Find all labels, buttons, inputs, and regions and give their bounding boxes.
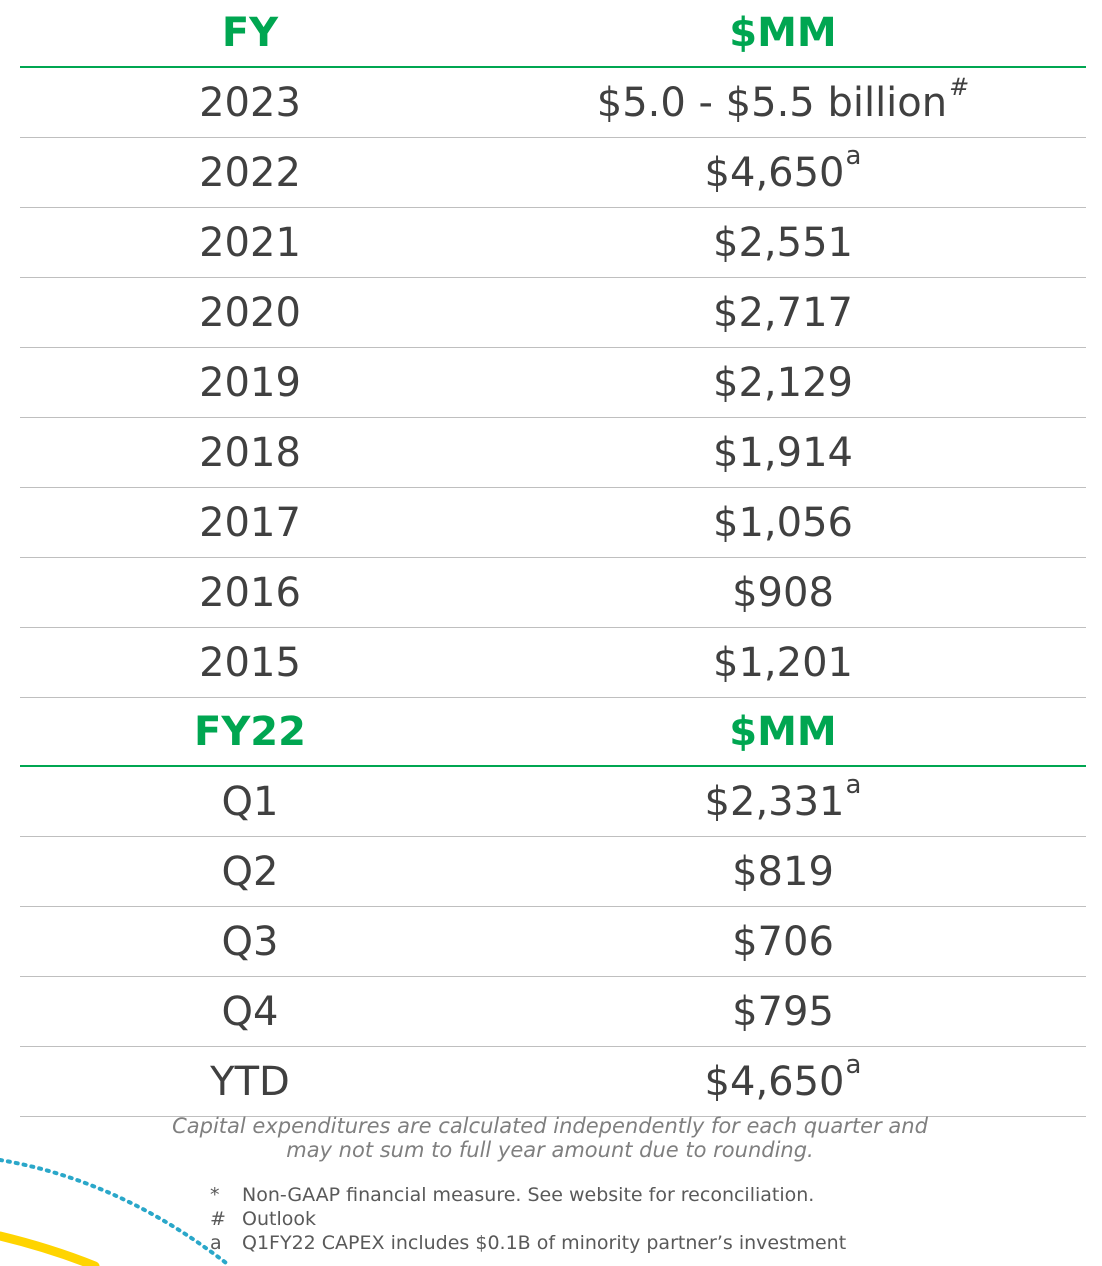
period-cell: Q2 bbox=[221, 848, 279, 895]
value-cell: $1,201 bbox=[713, 639, 853, 686]
value-cell: $1,914 bbox=[713, 429, 853, 476]
yellow-arc bbox=[0, 1231, 100, 1266]
rounding-note-line: Capital expenditures are calculated inde… bbox=[172, 1114, 928, 1138]
period-cell: Q3 bbox=[221, 918, 279, 965]
value-text: $5.0 - $5.5 billion bbox=[596, 79, 948, 126]
value-text: $4,650 bbox=[704, 149, 845, 196]
value-cell: $2,331a bbox=[480, 772, 1086, 825]
decorative-swoosh bbox=[0, 1158, 232, 1266]
year-cell: 2021 bbox=[199, 219, 301, 266]
table-row: 2018 $1,914 bbox=[20, 418, 1086, 488]
table-row: 2019 $2,129 bbox=[20, 348, 1086, 418]
mm-column-header: $MM bbox=[729, 708, 837, 755]
year-cell: 2020 bbox=[199, 289, 301, 336]
footnote-symbol: * bbox=[210, 1184, 220, 1206]
value-cell: $2,129 bbox=[713, 359, 853, 406]
footnotes: * Non-GAAP financial measure. See websit… bbox=[210, 1183, 846, 1255]
table-row: 2015 $1,201 bbox=[20, 628, 1086, 698]
year-cell: 2019 bbox=[199, 359, 301, 406]
footnote-item: a Q1FY22 CAPEX includes $0.1B of minorit… bbox=[210, 1231, 846, 1255]
value-cell: $795 bbox=[732, 988, 834, 1035]
value-cell: $2,717 bbox=[713, 289, 853, 336]
table-row: 2023 $5.0 - $5.5 billion# bbox=[20, 68, 1086, 138]
table-row: 2016 $908 bbox=[20, 558, 1086, 628]
table-row: Q2 $819 bbox=[20, 837, 1086, 907]
rounding-note-line: may not sum to full year amount due to r… bbox=[286, 1138, 814, 1162]
mm-column-header: $MM bbox=[729, 10, 837, 56]
fy22-column-header: FY22 bbox=[194, 708, 306, 755]
value-cell: $2,551 bbox=[713, 219, 853, 266]
capex-table: FY $MM 2023 $5.0 - $5.5 billion# 2022 $4… bbox=[20, 0, 1086, 1117]
dotted-arc bbox=[0, 1158, 232, 1266]
rounding-note: Capital expenditures are calculated inde… bbox=[150, 1114, 950, 1162]
period-cell: YTD bbox=[210, 1058, 290, 1105]
footnote-text: Q1FY22 CAPEX includes $0.1B of minority … bbox=[242, 1232, 847, 1254]
fy22-header-row: FY22 $MM bbox=[20, 698, 1086, 767]
year-cell: 2017 bbox=[199, 499, 301, 546]
year-cell: 2016 bbox=[199, 569, 301, 616]
period-cell: Q4 bbox=[221, 988, 279, 1035]
footnote-text: Non-GAAP financial measure. See website … bbox=[242, 1184, 815, 1206]
value-text: $2,331 bbox=[704, 778, 845, 825]
table-row: 2017 $1,056 bbox=[20, 488, 1086, 558]
value-cell: $819 bbox=[732, 848, 834, 895]
value-cell: $5.0 - $5.5 billion# bbox=[480, 75, 1086, 126]
year-cell: 2015 bbox=[199, 639, 301, 686]
footnote-text: Outlook bbox=[242, 1208, 316, 1230]
footnote-symbol: a bbox=[210, 1232, 222, 1254]
fy-column-header: FY bbox=[221, 10, 279, 56]
footnote-item: # Outlook bbox=[210, 1207, 846, 1231]
value-text: $4,650 bbox=[704, 1058, 845, 1105]
year-cell: 2018 bbox=[199, 429, 301, 476]
footnote-mark: a bbox=[845, 140, 862, 171]
value-cell: $706 bbox=[732, 918, 834, 965]
table-row: Q3 $706 bbox=[20, 907, 1086, 977]
footnote-symbol: # bbox=[210, 1208, 226, 1230]
table-row: 2020 $2,717 bbox=[20, 278, 1086, 348]
year-cell: 2022 bbox=[199, 149, 301, 196]
footnote-mark: a bbox=[845, 769, 862, 800]
table-row: 2022 $4,650a bbox=[20, 138, 1086, 208]
table-row: Q4 $795 bbox=[20, 977, 1086, 1047]
fy-header-row: FY $MM bbox=[20, 0, 1086, 68]
footnote-mark: # bbox=[949, 72, 970, 101]
value-cell: $4,650a bbox=[480, 143, 1086, 196]
period-cell: Q1 bbox=[221, 778, 279, 825]
value-cell: $908 bbox=[732, 569, 834, 616]
table-row: Q1 $2,331a bbox=[20, 767, 1086, 837]
table-row: YTD $4,650a bbox=[20, 1047, 1086, 1117]
table-row: 2021 $2,551 bbox=[20, 208, 1086, 278]
value-cell: $4,650a bbox=[480, 1052, 1086, 1105]
footnote-mark: a bbox=[845, 1049, 862, 1080]
year-cell: 2023 bbox=[199, 79, 301, 126]
value-cell: $1,056 bbox=[713, 499, 853, 546]
footnote-item: * Non-GAAP financial measure. See websit… bbox=[210, 1183, 846, 1207]
